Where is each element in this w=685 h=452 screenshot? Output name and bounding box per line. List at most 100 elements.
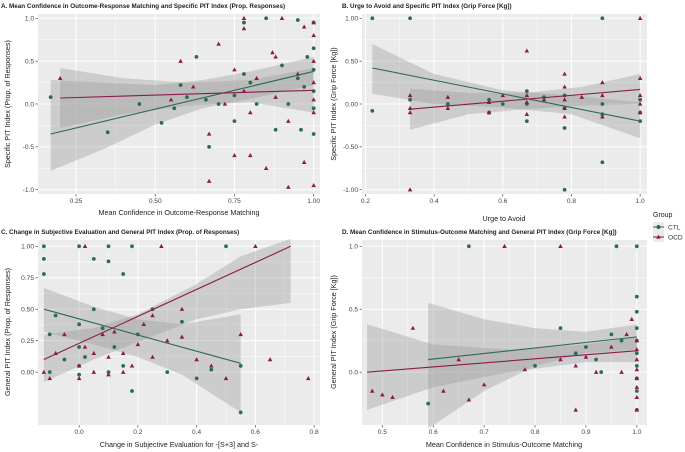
panel-b-point-ocd [524, 93, 530, 98]
panel-b-point-ctl [370, 108, 375, 113]
panel-a-point-ctl [207, 144, 212, 149]
panel-d-x-tick-label: 1.0 [632, 429, 641, 436]
panel-a-x-tick-label: 0.25 [70, 198, 83, 205]
panel-c-point-ocd [150, 313, 155, 318]
panel-c-y-tick-label: 0.25 [21, 338, 34, 345]
panel-d-point-ctl [614, 244, 619, 249]
panel-c-point-ctl [121, 272, 126, 276]
panel-b-point-ocd [407, 110, 413, 115]
panel-b-point-ocd [445, 94, 451, 99]
panel-c-point-ctl [47, 332, 52, 337]
panel-c-point-ctl [209, 367, 214, 372]
panel-c-point-ocd [267, 357, 273, 362]
panel-b-point-ocd [562, 97, 567, 102]
panel-b-point-ocd [524, 99, 530, 104]
panel-d-x-ticks: 0.5 0.6 0.7 0.8 0.9 1.0 [378, 425, 642, 436]
panel-b-band-ocd [410, 74, 641, 130]
panel-a-point-ctl [295, 76, 300, 81]
panel-b-point-ocd [579, 94, 585, 99]
panel-d-point-ocd [558, 243, 563, 248]
panel-a-y-ticks: -1.0 -0.5 0.0 0.5 1.0 [23, 16, 38, 194]
panel-d-point-ocd [583, 354, 589, 359]
panel-c-point-ocd [150, 354, 155, 359]
panel-b-point-ocd [600, 80, 605, 85]
panel-c-x-ticks: 0.0 0.2 0.4 0.6 0.8 [75, 425, 319, 436]
panel-a-x-axis-title: Mean Confidence in Outcome-Response Matc… [98, 208, 259, 217]
panel-b-point-ocd [600, 114, 605, 119]
panel-c-point-ocd [120, 350, 126, 355]
panel-a-point-ctl [159, 120, 164, 125]
panel-c-point-ctl [62, 357, 67, 362]
panel-b-point-ctl [562, 187, 567, 192]
panel-a-point-ocd [311, 183, 316, 188]
panel-d-point-ocd [634, 376, 640, 381]
panel-d-point-ocd [390, 394, 395, 399]
panel-a-point-ctl [178, 83, 183, 88]
panel-c-point-ocd [120, 369, 126, 374]
panel-c-point-ocd [135, 342, 141, 347]
panel-b-point-ocd [562, 84, 567, 89]
panel-c-y-tick-label: 1.00 [21, 244, 34, 251]
panel-a-point-ctl [185, 95, 189, 100]
panel-c-point-ctl [47, 370, 52, 375]
panel-c-point-ocd [141, 321, 147, 326]
panel-c-fit-line-ocd [43, 245, 291, 361]
panel-a-point-ctl [254, 102, 259, 106]
panel-a-point-ocd [263, 165, 269, 170]
panel-d-point-ocd [369, 388, 375, 393]
panel-c-point-ocd [91, 350, 97, 355]
panel-d-x-tick-label: 0.7 [480, 429, 489, 436]
panel-d-y-tick-label: 0.0 [349, 369, 358, 376]
panel-c-y-ticks: 0.00 0.25 0.50 0.75 1.00 [21, 244, 38, 376]
panel-c-point-ocd [82, 243, 88, 248]
panel-b-point-ocd [407, 187, 413, 192]
panel-a-y-axis-title: Specific PIT Index (Prop. of Responses) [3, 40, 12, 168]
panel-c-point-ocd [159, 243, 164, 248]
panel-a-point-ctl [280, 63, 284, 68]
panel-d: D. Mean Confidence in Stimulus-Outcome M… [329, 229, 647, 449]
panel-c-point-ocd [76, 363, 82, 368]
panel-d-point-ctl [619, 338, 624, 343]
panel-d-point-ocd [573, 407, 579, 412]
panel-b-point-ctl [445, 102, 450, 106]
panel-b-point-ocd [637, 93, 643, 98]
panel-a-x-tick-label: 0.75 [228, 198, 241, 205]
panel-a-point-ctl [242, 20, 246, 25]
panel-d-point-ocd [410, 325, 416, 330]
panel-d-point-ocd [609, 344, 614, 349]
panel-b-point-ocd [500, 93, 506, 98]
panel-c-gridlines [38, 240, 320, 425]
panel-a-point-ocd [190, 84, 196, 89]
panel-d-point-ocd [629, 316, 635, 321]
panel-d-point-ocd [634, 367, 640, 372]
panel-b-y-ticks: -1.00 -0.50 0.00 0.50 1.00 [343, 16, 362, 194]
panel-c-point-ctl [41, 244, 46, 249]
panel-b-point-ocd [541, 97, 547, 102]
panel-a-x-ticks: 0.25 0.50 0.75 1.00 [70, 194, 320, 205]
panel-b-x-tick-label: 0.4 [430, 198, 439, 205]
panel-a-point-ctl [311, 106, 316, 111]
panel-a-title: A. Mean Confidence in Outcome-Response M… [1, 3, 285, 10]
panel-c-point-ocd [62, 331, 67, 337]
panel-c-point-ctl [77, 244, 82, 249]
panel-d-point-ctl [634, 351, 639, 356]
panel-d-point-ctl [584, 345, 588, 349]
panel-a-point-ocd [311, 110, 316, 115]
panel-b-point-ctl [600, 160, 605, 165]
panel-a-x-tick-label: 1.00 [307, 198, 320, 205]
panel-d-point-ocd [624, 331, 629, 337]
panel-d-point-ctl [634, 363, 639, 368]
panel-a-y-tick-label: -0.5 [23, 144, 35, 151]
panel-c-point-ocd [100, 331, 105, 337]
panel-a-band-ctl [50, 56, 314, 171]
panel-a-point-ocd [286, 184, 291, 189]
panel-b-point-ocd [637, 110, 643, 115]
panel-b-point-ocd [637, 15, 643, 20]
panel-c-point-ocd [82, 344, 88, 349]
panel-b-point-ocd [637, 75, 643, 80]
panel-b-point-ocd [600, 93, 605, 98]
panel-a-point-ctl [299, 127, 303, 132]
panel-b-point-ctl [370, 16, 375, 21]
panel-a-point-ocd [232, 67, 237, 72]
panel-a-point-ctl [204, 97, 208, 102]
